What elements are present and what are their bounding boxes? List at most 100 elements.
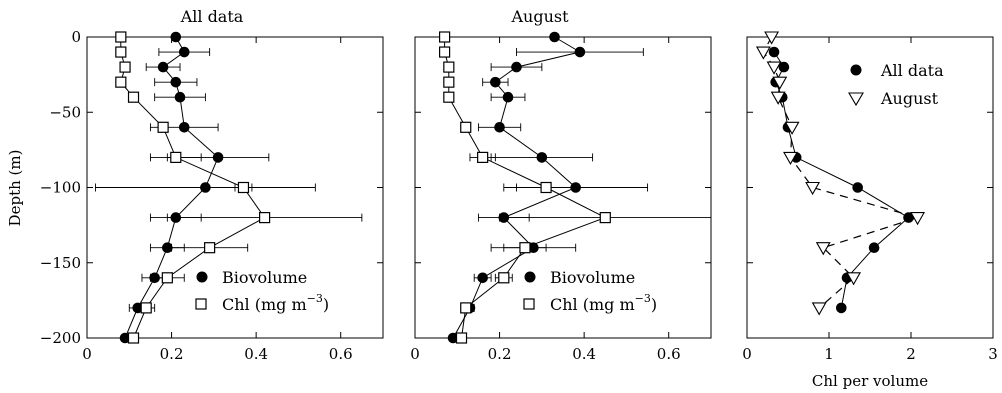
series-group (95, 31, 363, 344)
y-tick-label: −200 (40, 329, 81, 347)
data-point-square (439, 31, 451, 43)
data-point-triangle (815, 242, 831, 256)
data-point-square (115, 76, 127, 88)
x-tick-label: 0.4 (244, 345, 268, 363)
panel-title: August (510, 7, 569, 26)
x-tick-label: 0 (82, 345, 92, 363)
legend: Biovolume Chl (mg m−3) (523, 268, 657, 314)
data-point-circle (502, 91, 514, 103)
legend-marker-august (848, 92, 864, 107)
data-point-circle (490, 76, 501, 88)
data-point-circle (778, 61, 790, 73)
x-tick-label: 0 (742, 345, 752, 363)
data-point-triangle (783, 151, 798, 166)
data-point-square (443, 91, 455, 103)
data-point-square (460, 302, 472, 314)
panel-all-data: All data 0 0.2 0.4 0.6 0 −50 −100 −150 −200 Bio… (40, 7, 384, 363)
y-tick-label: −100 (40, 179, 81, 197)
x-tick-label: 0.2 (488, 345, 512, 363)
legend: All data August (848, 61, 944, 108)
panel-title: All data (180, 7, 244, 26)
y-tick-label: −50 (49, 103, 81, 121)
y-ticks: 0 −50 −100 −150 −200 (40, 28, 383, 347)
data-point-triangle (755, 46, 771, 60)
legend-marker-chl (523, 298, 535, 310)
legend-marker-biovolume (524, 271, 536, 283)
data-point-triangle (846, 272, 862, 286)
data-point-square (170, 151, 182, 163)
data-point-square (455, 332, 468, 344)
data-point-square (140, 302, 152, 314)
legend-label-biovolume: Biovolume (222, 268, 307, 287)
x-tick-label: 0.6 (657, 345, 681, 363)
data-point-square (161, 272, 173, 284)
legend-label-chl: Chl (mg m−3) (550, 292, 657, 314)
data-point-square (204, 242, 216, 254)
x-ticks: 0 0.2 0.4 0.6 (410, 37, 681, 363)
data-point-square (237, 181, 250, 194)
y-axis-label: Depth (m) (6, 150, 24, 227)
data-point-triangle (764, 31, 780, 45)
legend-label-august: August (880, 89, 939, 108)
data-point-circle (174, 91, 186, 103)
y-ticks (415, 36, 711, 339)
data-point-circle (162, 242, 173, 253)
data-point-square (439, 46, 451, 58)
data-point-square (477, 151, 489, 163)
data-point-square (498, 272, 510, 284)
data-point-circle (494, 122, 505, 133)
data-point-circle (157, 61, 169, 73)
x-ticks: 0 1 2 3 (742, 37, 998, 363)
data-point-square (599, 212, 611, 224)
data-point-circle (200, 182, 211, 193)
data-point-triangle (766, 61, 782, 75)
series-group (439, 31, 712, 344)
data-point-square (115, 46, 127, 58)
data-point-square (157, 121, 169, 133)
data-point-square (127, 91, 140, 103)
data-point-square (443, 76, 455, 88)
legend-marker-chl (195, 298, 207, 310)
data-point-circle (212, 152, 224, 163)
data-point-triangle (811, 302, 827, 316)
data-point-square (127, 332, 140, 344)
data-point-triangle (805, 181, 821, 196)
x-tick-label: 1 (824, 345, 834, 363)
x-tick-label: 0 (410, 345, 420, 363)
legend-label-all-data: All data (880, 61, 944, 80)
legend-label-biovolume: Biovolume (550, 268, 635, 287)
data-point-circle (178, 46, 190, 58)
data-point-circle (170, 76, 182, 88)
data-point-square (540, 181, 552, 194)
x-tick-label: 0.4 (572, 345, 596, 363)
data-point-square (115, 31, 127, 43)
data-point-circle (868, 242, 880, 253)
data-point-circle (447, 332, 459, 344)
data-point-circle (574, 46, 586, 58)
panel-chl-per-volume: 0 1 2 3 Chl per volume All data August (742, 31, 998, 390)
legend-marker-biovolume (196, 271, 208, 283)
panel-august: August 0 0.2 0.4 0.6 Biovolume Chl (mg m−3) (410, 7, 712, 363)
data-point-circle (119, 332, 131, 344)
x-tick-label: 0.2 (160, 345, 184, 363)
x-tick-label: 0.6 (329, 345, 353, 363)
y-tick-label: −150 (40, 254, 81, 272)
data-point-circle (768, 46, 780, 58)
data-point-square (259, 212, 271, 224)
legend-label-chl: Chl (mg m−3) (222, 292, 329, 314)
legend-marker-all-data (850, 64, 862, 76)
x-ticks: 0 0.2 0.4 0.6 (82, 37, 353, 363)
data-point-circle (170, 31, 182, 43)
x-axis-label: Chl per volume (812, 372, 928, 390)
y-ticks (747, 36, 993, 339)
data-point-square (443, 61, 455, 73)
data-point-circle (178, 122, 190, 133)
data-point-circle (549, 31, 560, 43)
data-point-triangle (910, 212, 926, 226)
data-point-circle (536, 152, 548, 163)
data-point-square (460, 121, 472, 133)
data-point-triangle (770, 91, 786, 105)
data-point-circle (511, 61, 522, 73)
legend: Biovolume Chl (mg m−3) (195, 268, 329, 314)
